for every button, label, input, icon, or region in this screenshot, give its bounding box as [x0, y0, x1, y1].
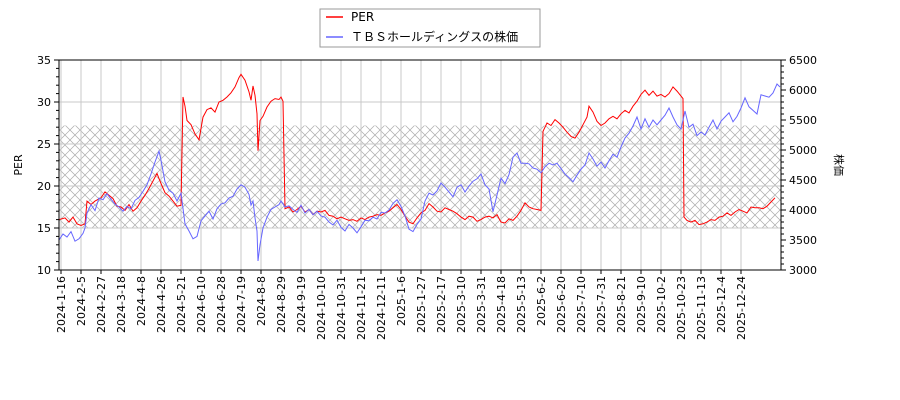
legend-label-price: ＴＢＳホールディングスの株価 [351, 29, 518, 44]
x-tick-label: 2025-6-20 [555, 276, 568, 333]
x-tick-label: 2025-7-10 [575, 276, 588, 333]
x-tick-label: 2024-10-10 [315, 276, 328, 340]
x-tick-label: 2024-5-21 [175, 276, 188, 333]
series-lines [59, 73, 781, 262]
x-tick-label: 2025-8-21 [615, 276, 628, 333]
y-axis-right: 3000 3500 4000 4500 5000 5500 6000 6500 [781, 54, 817, 277]
y2-tick-label: 5000 [789, 144, 817, 157]
y2-tick-label: 3000 [789, 264, 817, 277]
x-tick-label: 2025-9-10 [635, 276, 648, 333]
y-tick-label: 35 [37, 54, 51, 67]
x-tick-label: 2025-2-17 [435, 276, 448, 333]
y-axis-left: 10 15 20 25 30 35 [37, 54, 59, 277]
series-per-line [59, 73, 776, 227]
y2-tick-label: 4500 [789, 174, 817, 187]
series-price-line [59, 83, 781, 262]
x-tick-label: 2024-6-10 [195, 276, 208, 333]
x-tick-label: 2025-3-31 [475, 276, 488, 333]
x-tick-label: 2024-1-16 [55, 276, 68, 333]
x-tick-label: 2025-5-13 [515, 276, 528, 333]
y2-tick-label: 6500 [789, 54, 817, 67]
x-tick-label: 2025-1-6 [395, 276, 408, 326]
y-tick-label: 20 [37, 180, 51, 193]
y-tick-label: 25 [37, 138, 51, 151]
x-tick-label: 2024-6-28 [215, 276, 228, 333]
x-tick-label: 2024-7-19 [235, 276, 248, 333]
x-tick-label: 2024-10-31 [335, 276, 348, 340]
legend: PER ＴＢＳホールディングスの株価 [319, 8, 541, 48]
x-tick-label: 2025-4-18 [495, 276, 508, 333]
y2-axis-label: 株価 [832, 154, 846, 176]
x-tick-label: 2024-4-26 [155, 276, 168, 333]
x-tick-label: 2024-2-27 [95, 276, 108, 333]
crosshatch-band [59, 125, 781, 228]
x-axis: 2024-1-16 2024-2-5 2024-2-27 2024-3-18 2024-… [55, 270, 748, 340]
x-tick-label: 2024-9-19 [295, 276, 308, 333]
y2-tick-label: 3500 [789, 234, 817, 247]
y-tick-label: 15 [37, 222, 51, 235]
legend-box [319, 8, 541, 48]
plot-frame [58, 59, 782, 271]
x-tick-label: 2024-8-8 [255, 276, 268, 326]
x-tick-label: 2024-4-8 [135, 276, 148, 326]
y2-tick-label: 4000 [789, 204, 817, 217]
x-tick-label: 2024-12-11 [375, 276, 388, 340]
x-tick-label: 2024-3-18 [115, 276, 128, 333]
x-tick-label: 2025-12-4 [715, 276, 728, 333]
x-tick-label: 2025-1-27 [415, 276, 428, 333]
x-tick-label: 2025-6-2 [535, 276, 548, 326]
y2-tick-label: 6000 [789, 84, 817, 97]
x-tick-label: 2024-11-21 [355, 276, 368, 340]
x-tick-label: 2025-7-31 [595, 276, 608, 333]
y-axis-label: PER [12, 154, 25, 176]
shaded-band [59, 125, 781, 228]
x-tick-label: 2025-10-2 [655, 276, 668, 333]
x-tick-label: 2024-8-29 [275, 276, 288, 333]
x-tick-label: 2025-3-10 [455, 276, 468, 333]
x-tick-label: 2024-2-5 [75, 276, 88, 326]
x-tick-label: 2025-10-23 [675, 276, 688, 340]
gridlines [59, 60, 781, 270]
x-tick-label: 2025-12-24 [735, 276, 748, 340]
y2-tick-label: 5500 [789, 114, 817, 127]
y-tick-label: 10 [37, 264, 51, 277]
y-tick-label: 30 [37, 96, 51, 109]
x-tick-label: 2025-11-13 [695, 276, 708, 340]
legend-label-per: PER [351, 10, 374, 24]
